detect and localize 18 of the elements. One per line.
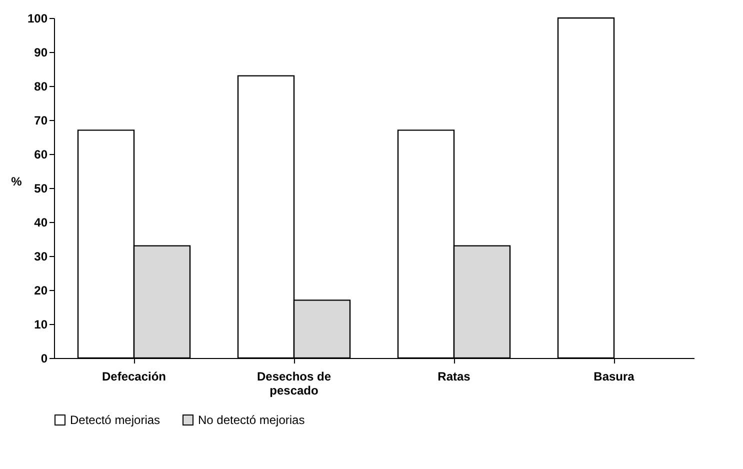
legend-label: Detectó mejorias	[70, 413, 160, 427]
x-tick-label: Basura	[594, 370, 635, 384]
y-tick-label: 80	[34, 80, 48, 94]
x-tick-label: Ratas	[438, 370, 471, 384]
y-tick-label: 90	[34, 46, 48, 60]
y-tick-label: 10	[34, 318, 48, 332]
y-tick-label: 70	[34, 114, 48, 128]
y-axis-title: %	[11, 174, 22, 188]
y-tick-label: 0	[40, 352, 48, 366]
y-tick-label: 50	[34, 182, 48, 196]
y-tick-label: 40	[34, 216, 48, 230]
x-tick-label: Desechos de pescado	[256, 370, 332, 398]
y-tick-label: 20	[34, 284, 48, 298]
y-tick-label: 60	[34, 148, 48, 162]
x-tick-label: Defecación	[102, 370, 166, 384]
legend-label: No detectó mejorias	[198, 413, 305, 427]
y-tick-label: 100	[27, 12, 48, 26]
y-tick-label: 30	[34, 250, 48, 264]
